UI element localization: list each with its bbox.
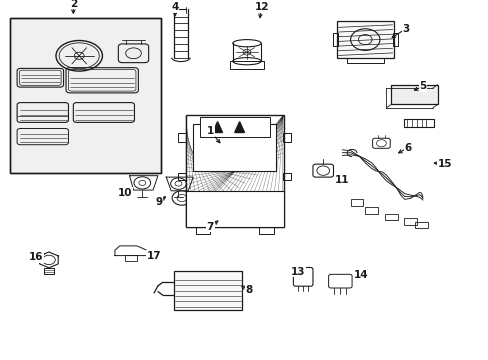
Polygon shape — [234, 122, 244, 132]
Text: 4: 4 — [171, 2, 179, 12]
Bar — [283, 133, 290, 142]
Text: 1: 1 — [206, 126, 213, 136]
Bar — [404, 218, 416, 225]
Bar — [392, 33, 397, 46]
Bar — [199, 117, 269, 137]
Text: 13: 13 — [290, 267, 305, 277]
Polygon shape — [212, 122, 222, 132]
Text: 6: 6 — [404, 143, 411, 153]
Bar — [124, 255, 137, 261]
Bar — [229, 61, 264, 69]
Bar — [259, 226, 273, 234]
Bar — [365, 207, 377, 214]
Bar — [185, 115, 283, 227]
Bar — [185, 191, 283, 227]
Bar — [403, 119, 433, 127]
Bar — [178, 173, 186, 180]
Bar — [346, 58, 383, 63]
Bar — [10, 18, 161, 173]
Bar — [384, 214, 397, 220]
Bar — [332, 33, 338, 46]
Text: 15: 15 — [437, 159, 451, 169]
Bar — [337, 21, 393, 58]
Bar — [195, 226, 210, 234]
Text: 11: 11 — [334, 175, 349, 185]
Text: 14: 14 — [353, 270, 367, 280]
Bar — [350, 199, 363, 206]
Text: 2: 2 — [70, 0, 77, 9]
Bar — [390, 85, 437, 104]
Bar — [193, 124, 276, 171]
Text: 7: 7 — [206, 222, 214, 232]
Text: 12: 12 — [254, 2, 268, 12]
Text: 5: 5 — [419, 81, 426, 91]
Text: 9: 9 — [155, 197, 162, 207]
Bar — [178, 133, 186, 142]
Bar — [173, 271, 242, 310]
Bar — [414, 222, 427, 228]
Text: 10: 10 — [117, 188, 132, 198]
Bar — [10, 18, 161, 173]
Text: 17: 17 — [146, 251, 161, 261]
Text: 8: 8 — [245, 285, 252, 295]
Text: 16: 16 — [28, 252, 43, 262]
Bar — [283, 173, 290, 180]
Text: 3: 3 — [402, 24, 408, 34]
Bar — [44, 268, 54, 274]
